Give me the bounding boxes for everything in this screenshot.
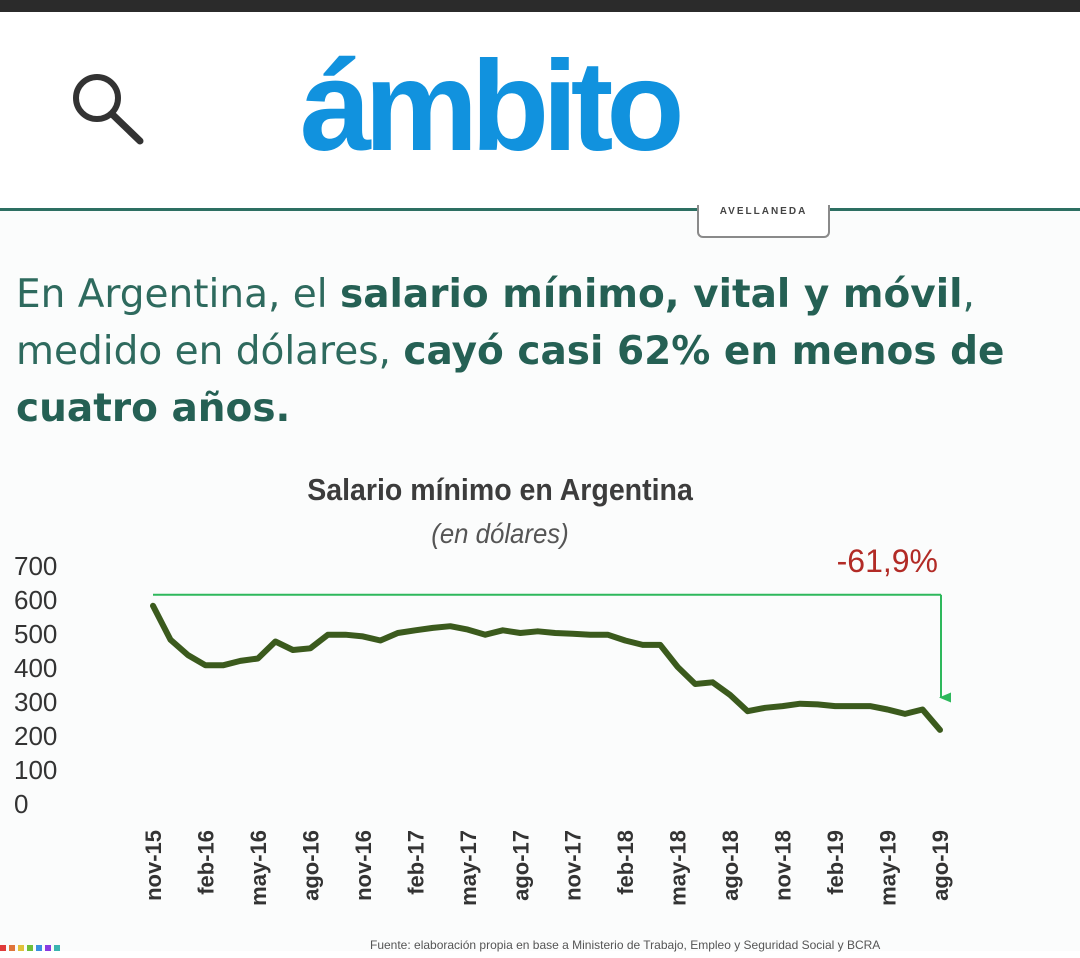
top-bar [0,0,1080,12]
x-tick-label: nov-15 [141,830,166,901]
site-logo[interactable]: ámbito [300,35,685,178]
x-tick-label: feb-17 [403,830,428,895]
y-tick-label: 100 [14,755,57,785]
series-line [150,602,943,733]
y-tick-label: 700 [14,551,57,581]
chart-title: Salario mínimo en Argentina [307,472,693,507]
x-tick-label: may-18 [666,830,691,906]
chart-source: Fuente: elaboración propia en base a Min… [370,938,881,952]
x-tick-label: may-16 [246,830,271,906]
x-tick-label: ago-16 [298,830,323,901]
change-annotation: -61,9% [837,543,938,579]
x-tick-label: may-19 [876,830,901,906]
y-tick-label: 300 [14,687,57,717]
brand-dots [0,940,70,951]
x-tick-label: nov-17 [561,830,586,901]
article-image [0,211,1080,951]
line-chart: 700 600 500 400 300 200 100 0 nov-15 feb-16 may-1… [14,543,953,906]
site-header: ámbito [0,12,1080,208]
x-tick-label: ago-18 [718,830,743,901]
x-tick-label: nov-16 [351,830,376,901]
headline-part-1: En Argentina, el [16,272,341,317]
x-tick-label: feb-16 [193,830,218,895]
section-tab: AVELLANEDA [697,205,830,238]
search-icon [73,74,144,145]
x-tick-label: feb-19 [823,830,848,895]
x-tick-label: nov-18 [771,830,796,901]
x-tick-label: ago-19 [928,830,953,901]
headline-bold-2: cayó casi 62% en menos de cuatro años. [16,329,1005,431]
headline-part-2: , medido en dólares, [16,272,975,374]
y-tick-label: 600 [14,585,57,615]
header-divider [0,208,1080,211]
y-tick-label: 400 [14,653,57,683]
headline-bold-1: salario mínimo, vital y móvil [340,272,963,317]
y-tick-label: 200 [14,721,57,751]
x-tick-label: feb-18 [613,830,638,895]
headline: En Argentina, el salario mínimo, vital y… [16,266,1056,437]
y-tick-label: 500 [14,619,57,649]
chart-subtitle: (en dólares) [431,518,569,549]
x-tick-label: ago-17 [508,830,533,901]
y-tick-label: 0 [14,789,28,819]
search-button[interactable] [66,68,148,150]
x-tick-label: may-17 [456,830,481,906]
